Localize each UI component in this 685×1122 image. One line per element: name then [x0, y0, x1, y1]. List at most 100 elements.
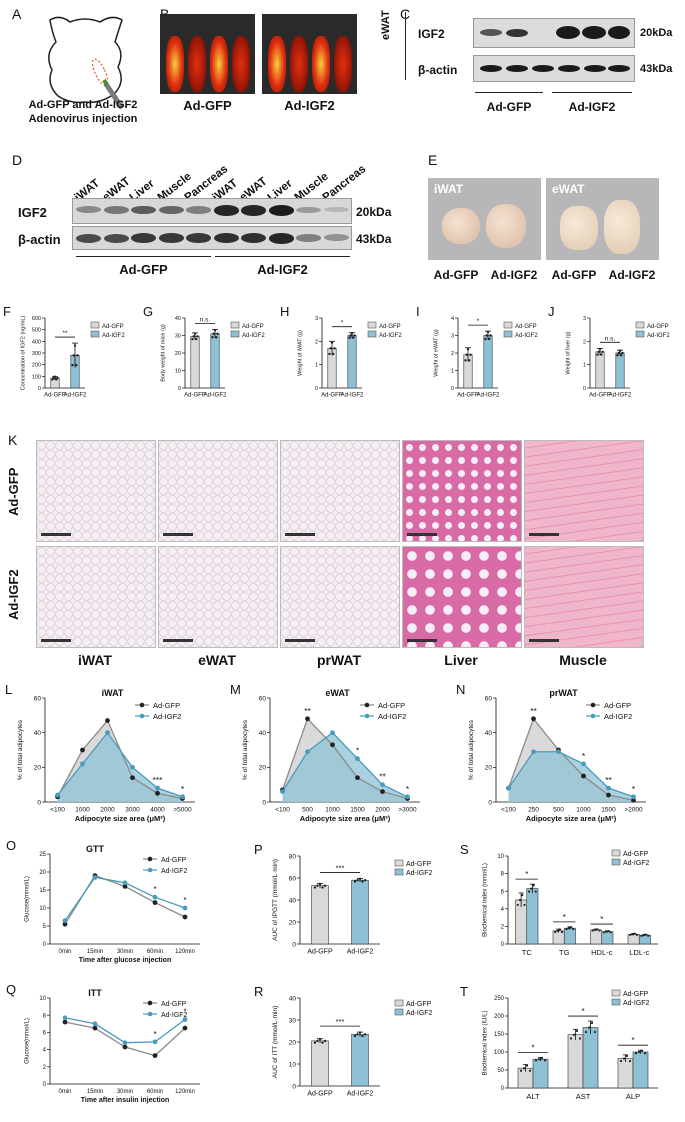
legend-marker-igf2 [590, 713, 596, 719]
data-point [305, 716, 310, 722]
y-tick-label: 200 [32, 363, 41, 369]
chart-title: GTT [86, 844, 104, 854]
data-point [523, 903, 526, 907]
data-point [593, 928, 597, 932]
y-tick-label: 2 [501, 925, 505, 931]
y-tick-label: 40 [34, 730, 42, 737]
panel-d-size-43: 43kDa [356, 232, 392, 246]
panel-b-group-gfp: Ad-GFP [183, 98, 232, 113]
data-point [330, 730, 335, 736]
data-point [593, 1030, 597, 1034]
blot-band [268, 233, 294, 244]
histology-column-label: eWAT [198, 652, 236, 668]
y-tick-label: 500 [32, 328, 41, 334]
area-igf2 [508, 751, 634, 802]
data-point [464, 359, 467, 362]
data-point [363, 879, 367, 882]
legend-swatch-igf2 [367, 330, 377, 338]
x-tick-label: 2000 [375, 807, 390, 814]
panel-c-row-actin: β-actin [418, 63, 458, 77]
y-tick-label: 100 [494, 1050, 505, 1056]
histology-image [402, 546, 522, 648]
data-point [355, 775, 360, 781]
y-tick-label: 15 [39, 888, 46, 894]
data-point [332, 352, 335, 356]
x-tick-label: 3000 [125, 807, 140, 814]
data-point [569, 926, 573, 929]
legend-label-igf2: Ad-IGF2 [406, 870, 433, 877]
data-point [350, 332, 354, 335]
data-point [605, 930, 608, 933]
legend-label-gfp: Ad-GFP [515, 324, 537, 330]
panel-label: O [6, 838, 16, 853]
bar [617, 1058, 634, 1089]
y-tick-label: 20 [259, 765, 267, 772]
legend-swatch-gfp [230, 321, 240, 329]
y-tick-label: 10 [39, 996, 46, 1002]
y-tick-label: 6 [43, 1031, 47, 1037]
data-point [617, 351, 620, 355]
data-point [640, 934, 643, 937]
blot-band [158, 233, 184, 244]
data-point [130, 775, 135, 781]
panel-label-d: D [12, 152, 23, 168]
data-point [321, 1041, 324, 1044]
data-point [355, 756, 360, 762]
panel-label: P [254, 842, 263, 857]
histology-image [158, 440, 278, 542]
data-point [122, 1044, 128, 1050]
y-tick-label: 25 [39, 852, 46, 858]
data-point [635, 933, 639, 937]
data-point [215, 336, 218, 339]
bar [582, 1027, 599, 1089]
significance-mark: * [477, 318, 480, 325]
data-point [565, 927, 568, 931]
chart-title: iWAT [102, 688, 124, 698]
data-point [531, 716, 536, 722]
data-point [569, 1037, 573, 1040]
y-axis-label: Biochemical index (IU/L) [482, 1010, 488, 1075]
data-point [534, 1059, 538, 1062]
x-tick-label: LDL-c [629, 948, 649, 957]
series-line-gfp [507, 717, 634, 801]
histology-image [280, 440, 400, 542]
blot-band [76, 233, 101, 243]
bar [347, 335, 357, 389]
y-tick-label: 3 [451, 333, 454, 339]
data-point [532, 884, 535, 887]
y-axis-label: Weight of eWAT (g) [434, 329, 440, 377]
y-tick-label: 200 [494, 1014, 505, 1020]
legend-marker-igf2 [147, 867, 153, 873]
data-point [647, 934, 650, 937]
panel-e-group-1: Ad-GFP [433, 268, 479, 282]
data-point [216, 332, 219, 335]
y-tick-label: 0 [292, 941, 296, 948]
data-point [361, 1034, 364, 1038]
y-tick-label: 0 [38, 386, 41, 392]
significance-mark: * [525, 870, 528, 879]
data-point [152, 1039, 158, 1045]
y-tick-label: 60 [485, 695, 493, 702]
x-tick-label: ALP [626, 1092, 640, 1101]
data-point [587, 1026, 591, 1029]
legend-label-igf2: Ad-IGF2 [515, 333, 538, 339]
panel-e-group-3: Ad-GFP [551, 268, 597, 282]
ivis-image-gfp [160, 14, 255, 94]
bar [526, 888, 539, 945]
y-tick-label: 0 [501, 1086, 505, 1092]
significance-mark: * [563, 913, 566, 922]
y-tick-label: 10 [289, 1061, 297, 1068]
data-point [556, 749, 561, 755]
legend-marker-igf2 [147, 1011, 153, 1017]
y-tick-label: 0 [43, 1082, 47, 1088]
panel-e-group-4: Ad-IGF2 [608, 268, 656, 282]
histology-image [524, 546, 644, 648]
legend-label-gfp: Ad-GFP [153, 701, 180, 710]
significance-mark: * [183, 1008, 186, 1017]
bar [311, 885, 329, 945]
data-point [356, 879, 359, 882]
data-point [572, 927, 575, 931]
data-point [122, 1040, 128, 1046]
data-point [540, 1056, 544, 1060]
bar [590, 929, 603, 945]
